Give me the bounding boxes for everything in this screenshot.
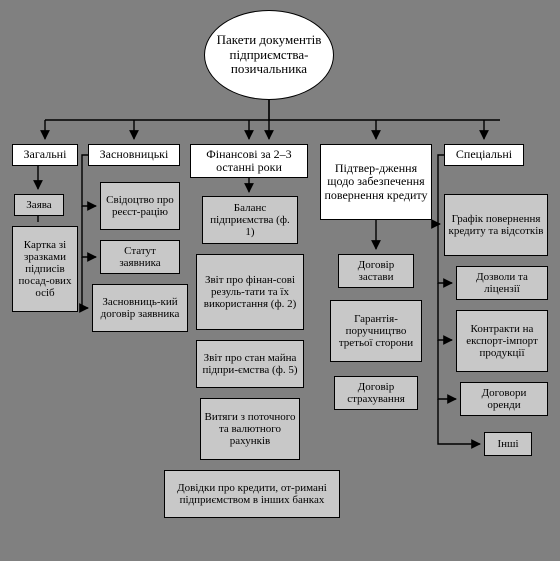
n-garant-label: Гарантія-поручництво третьої сторони [334, 313, 418, 349]
cat-special: Спеціальні [444, 144, 524, 166]
cat-founding-label: Засновницькі [100, 148, 169, 161]
n-zayava-label: Заява [26, 199, 51, 211]
cat-special-label: Спеціальні [456, 148, 512, 161]
cat-general: Загальні [12, 144, 78, 166]
n-balans: Баланс підприємства (ф. 1) [202, 196, 298, 244]
n-strah-label: Договір страхування [338, 381, 414, 405]
root-node: Пакети документів підприємства-позичальн… [204, 10, 334, 100]
n-dozvoly-label: Дозволи та ліцензії [460, 271, 544, 295]
n-vytyagy-label: Витяги з поточного та валютного рахунків [204, 411, 296, 447]
cat-general-label: Загальні [24, 148, 67, 161]
n-vytyagy: Витяги з поточного та валютного рахунків [200, 398, 300, 460]
n-statut-label: Статут заявника [104, 245, 176, 269]
cat-confirm-label: Підтвер-дження щодо забезпечення поверне… [324, 162, 428, 202]
n-kontr-label: Контракти на експорт-імпорт продукції [460, 323, 544, 359]
root-label: Пакети документів підприємства-позичальн… [205, 33, 333, 78]
cat-financial: Фінансові за 2–3 останні роки [190, 144, 308, 178]
n-inshi: Інші [484, 432, 532, 456]
n-dovidky: Довідки про кредити, от-римані підприємс… [164, 470, 340, 518]
n-zastava-label: Договір застави [342, 259, 410, 283]
n-svid: Свідоцтво про реєст-рацію [100, 182, 180, 230]
n-kartka-label: Картка зі зразками підписів посад-ових о… [16, 239, 74, 299]
n-zayava: Заява [14, 194, 64, 216]
cat-financial-label: Фінансові за 2–3 останні роки [194, 148, 304, 174]
n-zvit5: Звіт про стан майна підпри-ємства (ф. 5) [196, 340, 304, 388]
n-svid-label: Свідоцтво про реєст-рацію [104, 194, 176, 218]
n-statut: Статут заявника [100, 240, 180, 274]
n-strah: Договір страхування [334, 376, 418, 410]
cat-confirm: Підтвер-дження щодо забезпечення поверне… [320, 144, 432, 220]
n-kontr: Контракти на експорт-імпорт продукції [456, 310, 548, 372]
n-zvit2: Звіт про фінан-сові резуль-тати та їх ви… [196, 254, 304, 330]
n-orenda-label: Договори оренди [464, 387, 544, 411]
n-dovidky-label: Довідки про кредити, от-римані підприємс… [168, 482, 336, 506]
n-zasdog-label: Засновниць-кий договір заявника [96, 296, 184, 320]
n-dozvoly: Дозволи та ліцензії [456, 266, 548, 300]
n-zastava: Договір застави [338, 254, 414, 288]
n-zvit5-label: Звіт про стан майна підпри-ємства (ф. 5) [200, 352, 300, 376]
n-zasdog: Засновниць-кий договір заявника [92, 284, 188, 332]
n-grafik: Графік повернення кредиту та відсотків [444, 194, 548, 256]
n-zvit2-label: Звіт про фінан-сові резуль-тати та їх ви… [200, 274, 300, 310]
cat-founding: Засновницькі [88, 144, 180, 166]
n-orenda: Договори оренди [460, 382, 548, 416]
n-inshi-label: Інші [497, 438, 518, 450]
n-grafik-label: Графік повернення кредиту та відсотків [448, 213, 544, 237]
n-garant: Гарантія-поручництво третьої сторони [330, 300, 422, 362]
n-balans-label: Баланс підприємства (ф. 1) [206, 202, 294, 238]
n-kartka: Картка зі зразками підписів посад-ових о… [12, 226, 78, 312]
